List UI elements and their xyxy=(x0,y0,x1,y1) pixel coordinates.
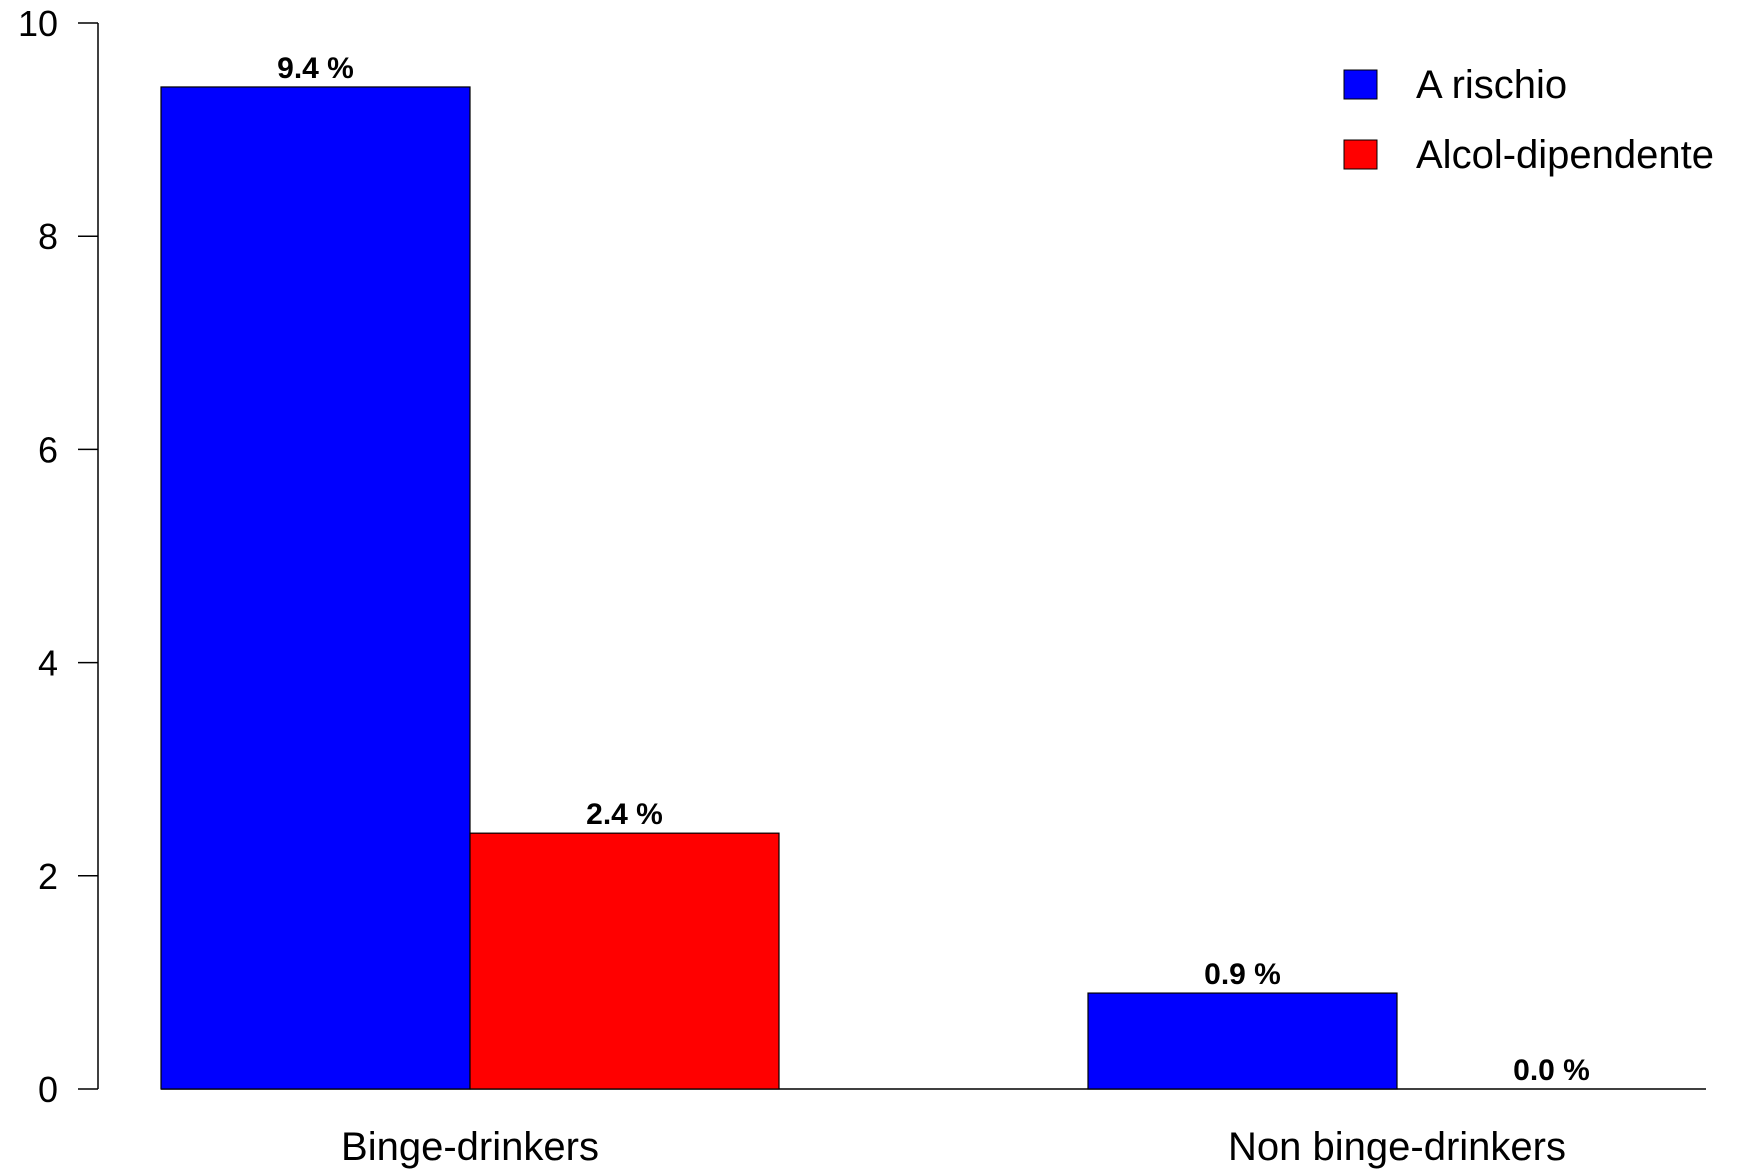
y-tick-label: 4 xyxy=(38,643,58,684)
data-labels-group: 9.4 % 2.4 % 0.9 % 0.0 % xyxy=(277,52,1590,1087)
data-label: 2.4 % xyxy=(586,798,663,831)
y-tick-label: 10 xyxy=(18,3,58,44)
y-tick-label: 0 xyxy=(38,1069,58,1110)
data-label: 0.9 % xyxy=(1204,958,1281,991)
legend-label-0: A rischio xyxy=(1416,63,1567,107)
bar-a-rischio-0 xyxy=(160,86,471,1090)
data-label: 9.4 % xyxy=(277,52,354,85)
bars-group xyxy=(160,86,1398,1090)
x-category-label: Binge-drinkers xyxy=(341,1125,599,1169)
bar-alcol-dipendente-0 xyxy=(469,832,780,1090)
legend-swatch-0 xyxy=(1343,69,1378,100)
x-axis: Binge-drinkers Non binge-drinkers xyxy=(161,1088,1706,1169)
legend-label-1: Alcol-dipendente xyxy=(1416,133,1714,177)
legend: A rischio Alcol-dipendente xyxy=(1343,63,1714,177)
x-category-label: Non binge-drinkers xyxy=(1228,1125,1566,1169)
legend-swatch-1 xyxy=(1343,139,1378,170)
y-tick-label: 6 xyxy=(38,429,58,470)
y-tick-label: 2 xyxy=(38,856,58,897)
y-axis: 0 2 4 6 8 10 xyxy=(18,3,99,1110)
y-tick-label: 8 xyxy=(38,216,58,257)
data-label: 0.0 % xyxy=(1513,1054,1590,1087)
bar-a-rischio-1 xyxy=(1087,992,1398,1090)
